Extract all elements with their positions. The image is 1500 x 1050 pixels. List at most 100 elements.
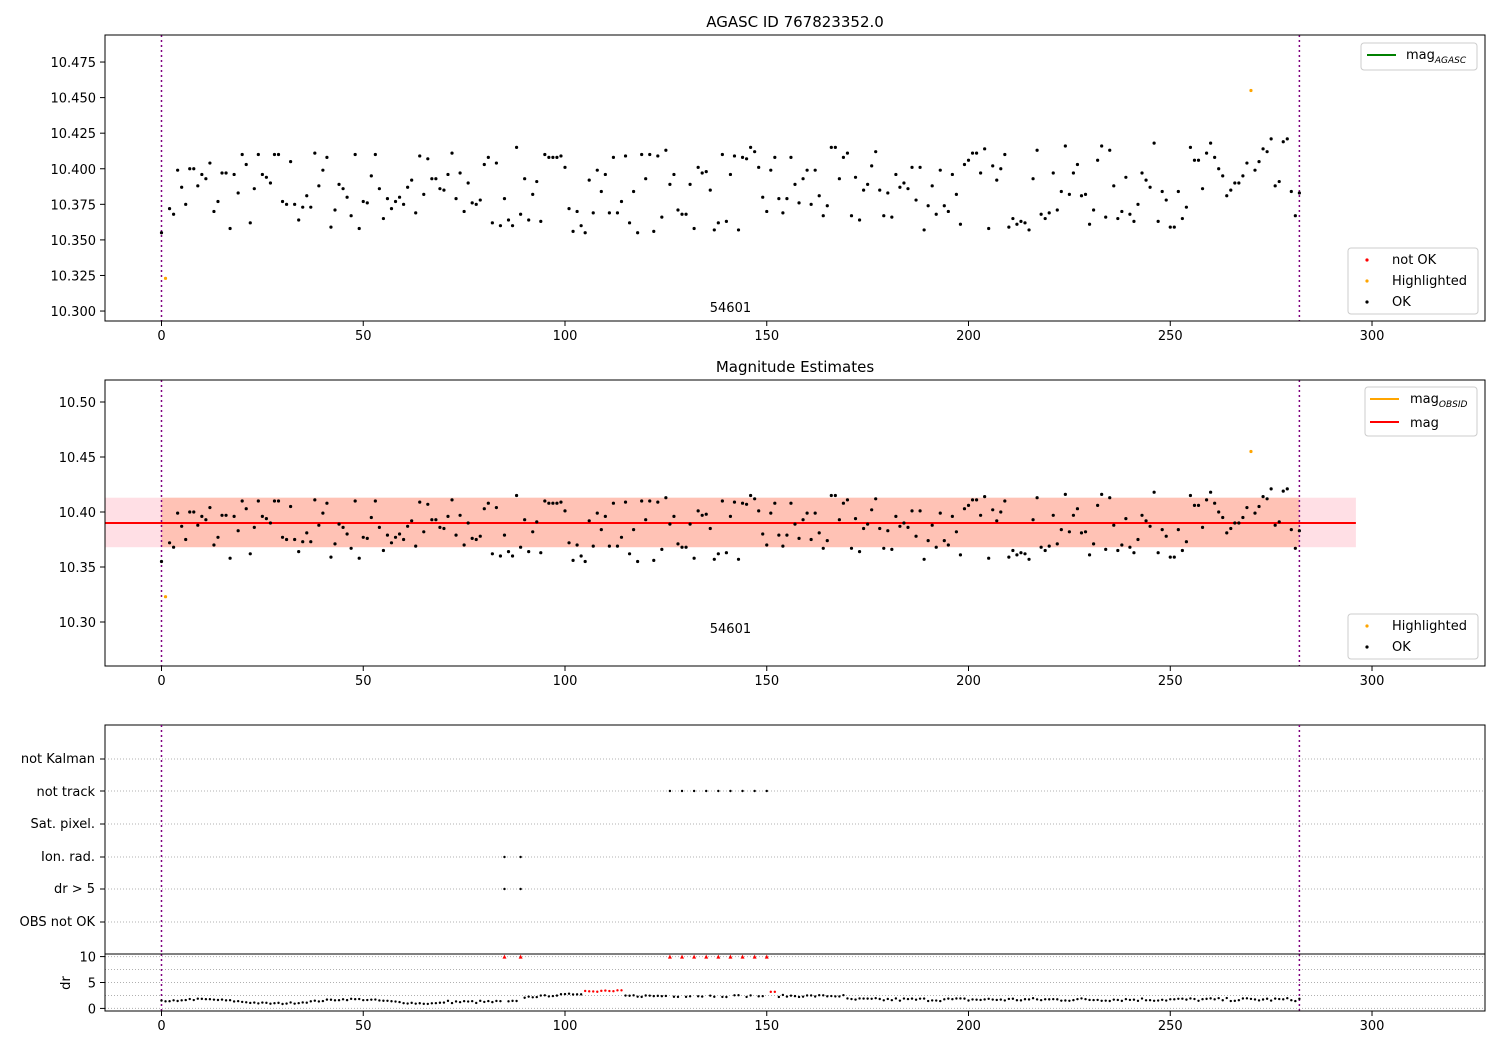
y-tick-label: 10.400 (51, 163, 97, 178)
ok-point (551, 501, 555, 505)
ok-point (1144, 519, 1148, 523)
x-tick-label: 150 (754, 674, 779, 689)
dr-point (579, 993, 583, 996)
ok-point (337, 522, 341, 526)
ok-point (1281, 140, 1285, 144)
ok-point (494, 506, 499, 510)
ok-point (785, 533, 789, 537)
x-tick-label: 300 (1360, 329, 1385, 344)
ok-point (252, 187, 256, 191)
estimates-legend-highlighted: Highlighted (1392, 619, 1467, 634)
ok-point (902, 181, 906, 185)
ok-point (514, 145, 519, 150)
ok-point (1237, 181, 1241, 185)
ok-point (268, 181, 273, 185)
ok-point (732, 154, 737, 158)
agasc-title: AGASC ID 767823352.0 (706, 13, 884, 31)
ok-point (1031, 177, 1035, 181)
ok-point (1225, 531, 1229, 535)
ok-point (1067, 192, 1071, 196)
ok-point (1071, 513, 1076, 517)
ok-point (196, 184, 200, 188)
ok-point (1269, 137, 1273, 141)
dr-point (813, 995, 817, 998)
dr-point (1197, 999, 1200, 1002)
dr-point (317, 1000, 321, 1003)
dr-point (204, 998, 208, 1001)
ok-point (381, 548, 386, 553)
ok-point (212, 209, 216, 214)
ok-point (777, 533, 781, 537)
ok-point (1043, 548, 1047, 553)
dr-point (761, 994, 764, 998)
ok-point (486, 501, 490, 505)
ok-point (167, 206, 172, 211)
ok-point (611, 501, 616, 505)
dr-point (918, 997, 922, 1000)
dr-point (926, 999, 930, 1003)
ok-point (284, 537, 289, 542)
ok-point (1277, 520, 1281, 524)
ok-point (1297, 529, 1301, 533)
dr-point (910, 997, 914, 1000)
ok-point (962, 507, 967, 511)
ok-point (817, 194, 821, 198)
ok-point (446, 514, 450, 519)
ok-point (837, 177, 841, 181)
ok-point (829, 493, 833, 498)
ok-point (991, 508, 995, 512)
dr-point (1290, 999, 1293, 1002)
dr-point (733, 994, 736, 997)
highlighted-point (1249, 88, 1253, 93)
ok-point (1120, 543, 1124, 547)
dr-point (801, 995, 805, 998)
ok-point (1116, 548, 1120, 553)
dr-point (959, 997, 962, 1000)
flag-label-sat-pixel: Sat. pixel. (31, 817, 95, 832)
ok-point (293, 202, 297, 206)
dr-point (366, 998, 369, 1002)
ok-point (535, 179, 539, 184)
ok-point (789, 501, 793, 505)
dr-point (353, 998, 357, 1001)
ok-point (313, 151, 317, 155)
ok-point (785, 197, 789, 201)
ok-point (176, 511, 180, 515)
dr-point (575, 993, 579, 996)
ok-point (652, 229, 656, 233)
ok-point (607, 211, 611, 215)
dr-point (273, 1001, 276, 1005)
dr-point (543, 994, 547, 997)
ok-point (773, 155, 777, 159)
ok-point (882, 214, 886, 218)
dr-point (466, 1000, 470, 1003)
ok-point (1261, 147, 1265, 151)
ok-point (906, 187, 910, 191)
dr-not-ok-point (592, 990, 595, 993)
ok-point (761, 532, 765, 536)
ok-point (765, 543, 769, 547)
y-tick-label: 10.30 (59, 616, 96, 631)
ok-point (1104, 547, 1108, 552)
ok-point (510, 554, 515, 558)
ok-point (704, 512, 708, 516)
ok-point (656, 154, 660, 158)
ok-point (813, 168, 817, 172)
ok-point (1245, 161, 1249, 165)
ok-point (922, 228, 926, 232)
ok-point (1015, 553, 1019, 557)
ok-point (1285, 487, 1289, 491)
dr-point (1092, 998, 1095, 1002)
dr-point (676, 995, 680, 999)
ok-point (736, 557, 741, 561)
y-tick-label: 10 (79, 951, 96, 966)
dr-point (362, 998, 365, 1002)
dr-point (192, 998, 195, 1002)
ok-point (389, 206, 394, 211)
dr-point (1286, 996, 1289, 1000)
ok-point (781, 544, 785, 548)
dr-point (325, 998, 329, 1001)
ok-point (950, 172, 954, 177)
ok-point (1273, 184, 1277, 188)
dr-point (1249, 997, 1253, 1001)
